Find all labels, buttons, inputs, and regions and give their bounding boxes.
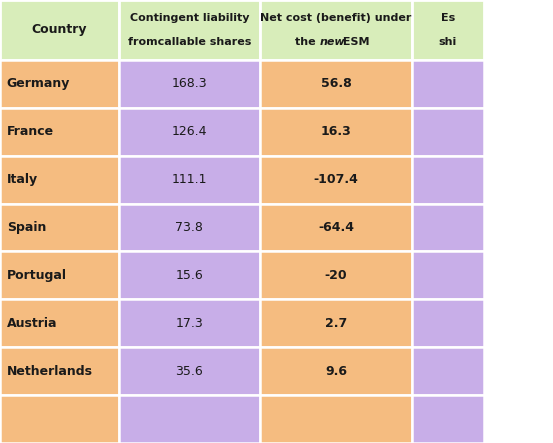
Text: Portugal: Portugal [7, 269, 66, 282]
Bar [412, 108, 484, 155]
Bar [412, 155, 484, 203]
Bar [0, 0, 119, 60]
Bar [412, 395, 484, 443]
Bar [0, 347, 119, 395]
Bar [0, 60, 119, 108]
Text: new: new [319, 37, 345, 47]
Text: Spain: Spain [7, 221, 46, 234]
Text: Contingent liability: Contingent liability [129, 13, 249, 23]
Bar [260, 299, 412, 347]
Text: -64.4: -64.4 [318, 221, 354, 234]
Text: ESM: ESM [338, 37, 369, 47]
Text: Germany: Germany [7, 77, 70, 90]
Bar [412, 299, 484, 347]
Bar [119, 203, 260, 252]
Bar [260, 155, 412, 203]
Bar [0, 203, 119, 252]
Text: the: the [295, 37, 319, 47]
Bar [412, 347, 484, 395]
Bar [260, 347, 412, 395]
Bar [260, 252, 412, 299]
Text: Es: Es [441, 13, 455, 23]
Text: Austria: Austria [7, 317, 57, 330]
Text: -107.4: -107.4 [314, 173, 358, 186]
Bar [260, 395, 412, 443]
Text: 56.8: 56.8 [321, 77, 351, 90]
Text: 2.7: 2.7 [325, 317, 347, 330]
Bar [412, 252, 484, 299]
Text: 73.8: 73.8 [175, 221, 204, 234]
Text: 9.6: 9.6 [325, 365, 347, 377]
Bar [260, 203, 412, 252]
Bar [119, 108, 260, 155]
Bar [412, 60, 484, 108]
Bar [0, 108, 119, 155]
Bar [119, 0, 260, 60]
Text: fromcallable shares: fromcallable shares [128, 37, 251, 47]
Text: -20: -20 [325, 269, 347, 282]
Bar [119, 299, 260, 347]
Text: 126.4: 126.4 [171, 125, 207, 138]
Text: shi: shi [439, 37, 457, 47]
Text: France: France [7, 125, 54, 138]
Text: 15.6: 15.6 [175, 269, 204, 282]
Bar [412, 0, 484, 60]
Bar [119, 60, 260, 108]
Bar [260, 0, 412, 60]
Bar [260, 60, 412, 108]
Text: Netherlands: Netherlands [7, 365, 93, 377]
Bar [0, 299, 119, 347]
Text: Country: Country [32, 23, 87, 36]
Text: 17.3: 17.3 [175, 317, 204, 330]
Bar [0, 252, 119, 299]
Bar [0, 395, 119, 443]
Bar [119, 155, 260, 203]
Bar [412, 203, 484, 252]
Bar [119, 347, 260, 395]
Bar [119, 395, 260, 443]
Bar [260, 108, 412, 155]
Text: 16.3: 16.3 [321, 125, 351, 138]
Text: 111.1: 111.1 [171, 173, 207, 186]
Text: Net cost (benefit) under: Net cost (benefit) under [260, 13, 411, 23]
Bar [0, 155, 119, 203]
Bar [119, 252, 260, 299]
Text: 35.6: 35.6 [175, 365, 204, 377]
Text: Italy: Italy [7, 173, 38, 186]
Text: 168.3: 168.3 [171, 77, 207, 90]
